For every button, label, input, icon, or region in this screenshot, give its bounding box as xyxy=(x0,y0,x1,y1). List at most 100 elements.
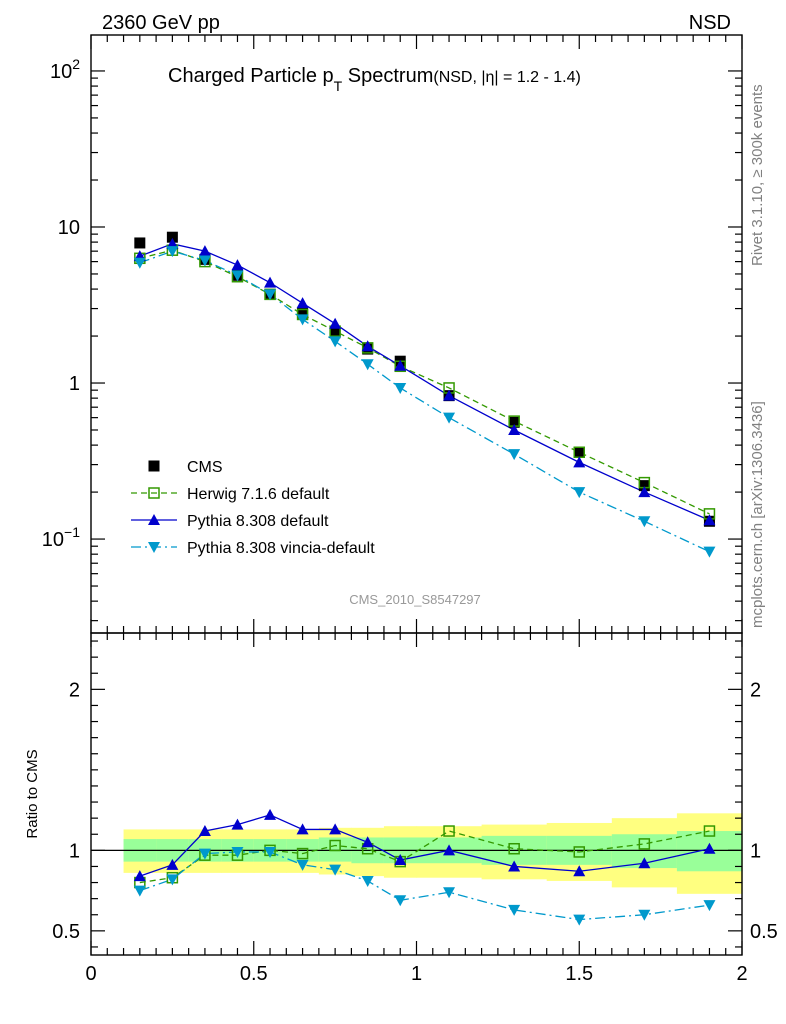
legend-label-herwig-7-1-6-default: Herwig 7.1.6 default xyxy=(187,486,330,503)
ratio-point-herwig-7-1-6-default xyxy=(703,825,716,837)
point-pythia-8-308-default xyxy=(329,317,342,329)
legend-label-pythia-8-308-vincia-default: Pythia 8.308 vincia-default xyxy=(187,540,375,557)
ratio-point-herwig-7-1-6-default xyxy=(508,842,520,855)
point-pythia-8-308-default xyxy=(508,423,521,435)
ratio-band-inner xyxy=(318,837,352,862)
source-label: mcplots.cern.ch [arXiv:1306.3436] xyxy=(749,401,766,628)
axis-ticks xyxy=(90,35,743,955)
ratio-y-tick-label-right: 2 xyxy=(750,679,761,701)
point-pythia-8-308-vincia-default xyxy=(231,270,244,282)
ratio-point-herwig-7-1-6-default xyxy=(443,825,455,837)
ratio-point-pythia-8-308-default xyxy=(198,825,211,837)
x-tick-label: 1.5 xyxy=(565,963,593,985)
ratio-point-pythia-8-308-default xyxy=(361,836,374,848)
point-pythia-8-308-default xyxy=(296,297,309,309)
point-pythia-8-308-vincia-default xyxy=(508,449,521,461)
point-cms xyxy=(638,480,650,492)
point-pythia-8-308-default xyxy=(573,456,586,468)
point-pythia-8-308-default xyxy=(166,237,179,249)
point-pythia-8-308-default xyxy=(703,514,716,526)
line-herwig-7-1-6-default xyxy=(139,249,710,515)
chart-title-main: Charged Particle p xyxy=(168,65,334,87)
point-pythia-8-308-default xyxy=(361,340,374,352)
x-tick-label: 0.5 xyxy=(240,963,268,985)
energy-label: 2360 GeV pp xyxy=(102,12,220,34)
ratio-point-pythia-8-308-vincia-default xyxy=(703,900,716,912)
ratio-line-herwig-7-1-6-default xyxy=(139,830,710,884)
ratio-point-pythia-8-308-vincia-default xyxy=(198,848,211,860)
legend-label-pythia-8-308-default: Pythia 8.308 default xyxy=(187,513,329,530)
ratio-plot-frame xyxy=(90,632,743,956)
point-pythia-8-308-vincia-default xyxy=(329,336,342,348)
ratio-point-pythia-8-308-vincia-default xyxy=(166,874,179,886)
ratio-point-pythia-8-308-vincia-default xyxy=(133,885,146,897)
y-tick-label: 1 xyxy=(69,373,80,395)
point-pythia-8-308-vincia-default xyxy=(361,359,374,371)
point-cms xyxy=(329,327,341,339)
legend-marker-herwig-7-1-6-default xyxy=(148,487,160,499)
ratio-point-pythia-8-308-vincia-default xyxy=(443,887,456,899)
ratio-y-tick-label-left: 2 xyxy=(69,679,80,701)
analysis-id: CMS_2010_S8547297 xyxy=(349,592,481,607)
process-label: NSD xyxy=(689,12,731,34)
ratio-point-pythia-8-308-vincia-default xyxy=(296,859,309,871)
point-pythia-8-308-default xyxy=(231,259,244,271)
ratio-point-pythia-8-308-default xyxy=(443,844,456,856)
point-pythia-8-308-default xyxy=(394,359,407,371)
y-tick-exponent: −1 xyxy=(64,524,80,540)
y-tick-base: 10 xyxy=(50,61,72,83)
point-pythia-8-308-vincia-default xyxy=(573,487,586,499)
x-tick-label: 2 xyxy=(736,963,747,985)
legend: CMS Herwig 7.1.6 default Pythia 8.308 defa… xyxy=(131,459,375,557)
legend-marker-pythia-8-308-default xyxy=(148,514,160,525)
point-pythia-8-308-vincia-default xyxy=(394,382,407,394)
ratio-point-herwig-7-1-6-default xyxy=(638,838,651,850)
point-cms xyxy=(166,231,178,243)
point-cms xyxy=(134,237,146,249)
ratio-point-pythia-8-308-vincia-default xyxy=(394,895,407,907)
point-pythia-8-308-vincia-default xyxy=(133,257,146,269)
ratio-point-pythia-8-308-default xyxy=(573,865,586,877)
point-pythia-8-308-vincia-default xyxy=(264,289,277,301)
legend-marker-cms xyxy=(148,460,160,472)
point-pythia-8-308-vincia-default xyxy=(638,516,651,528)
y-tick-label: 102 xyxy=(50,56,80,83)
ratio-uncertainty-bands xyxy=(91,813,743,894)
x-tick-label: 0 xyxy=(85,963,96,985)
y-tick-exponent: 2 xyxy=(72,56,80,72)
chart-title: Charged Particle pT Spectrum(NSD, |η| = … xyxy=(168,65,581,94)
legend-marker-pythia-8-308-vincia-default xyxy=(148,542,160,553)
chart-title-tail: Spectrum xyxy=(342,65,433,87)
y-tick-label: 10−1 xyxy=(42,524,80,551)
ratio-y-tick-label-left: 0.5 xyxy=(52,921,80,943)
line-pythia-8-308-default xyxy=(139,243,710,521)
point-pythia-8-308-vincia-default xyxy=(198,255,211,267)
ratio-point-pythia-8-308-vincia-default xyxy=(264,846,277,858)
y-tick-label: 10 xyxy=(58,217,80,239)
ratio-point-pythia-8-308-default xyxy=(264,808,277,820)
ratio-point-pythia-8-308-default xyxy=(296,823,309,835)
point-pythia-8-308-default xyxy=(264,276,277,288)
point-pythia-8-308-default xyxy=(638,486,651,498)
ratio-point-pythia-8-308-vincia-default xyxy=(329,864,342,876)
rivet-label: Rivet 3.1.10, ≥ 300k events xyxy=(749,84,766,266)
ratio-point-pythia-8-308-vincia-default xyxy=(573,914,586,926)
ratio-line-pythia-8-308-default xyxy=(139,814,710,877)
ratio-y-tick-label-right: 0.5 xyxy=(750,921,778,943)
chart-title-note: (NSD, |η| = 1.2 - 1.4) xyxy=(433,69,580,86)
point-pythia-8-308-vincia-default xyxy=(166,246,179,258)
ratio-point-herwig-7-1-6-default xyxy=(573,846,585,858)
ratio-y-tick-label-right: 1 xyxy=(750,840,761,862)
ratio-y-axis-label: Ratio to CMS xyxy=(24,749,41,838)
point-cms xyxy=(508,416,520,428)
ratio-point-herwig-7-1-6-default xyxy=(296,847,309,860)
ratio-point-pythia-8-308-default xyxy=(166,858,179,870)
ratio-point-pythia-8-308-default xyxy=(133,870,146,882)
ratio-y-tick-label-left: 1 xyxy=(69,840,80,862)
x-tick-label: 1 xyxy=(411,963,422,985)
ratio-point-pythia-8-308-default xyxy=(703,842,716,854)
legend-label-cms: CMS xyxy=(187,459,223,476)
ratio-point-pythia-8-308-vincia-default xyxy=(231,846,244,858)
